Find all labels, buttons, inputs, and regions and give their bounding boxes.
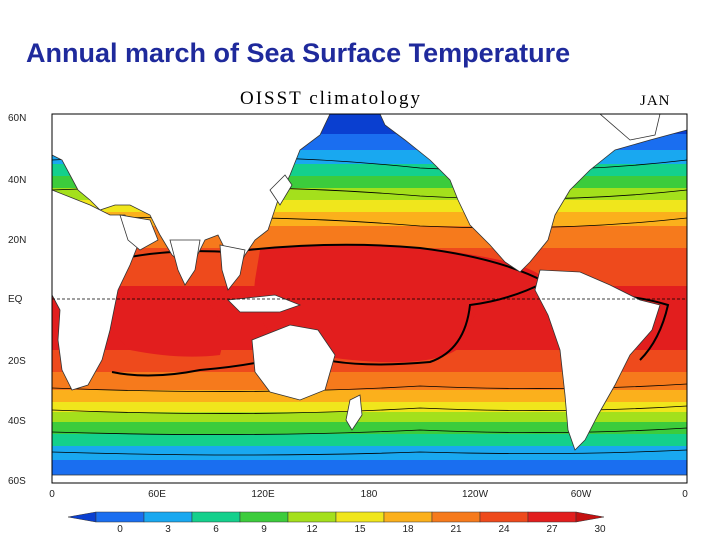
land-africa [52, 189, 141, 391]
lon-label-60w: 60W [570, 489, 592, 500]
land-masses [52, 114, 687, 483]
colorbar-tick: 15 [354, 524, 366, 535]
land-south-america [534, 269, 661, 451]
colorbar-tick: 6 [213, 524, 219, 535]
land-new-zealand [345, 394, 363, 431]
ocean-band [52, 446, 687, 460]
lon-label-120w: 120W [461, 489, 489, 500]
colorbar-tick: 27 [546, 524, 558, 535]
ocean-band [52, 390, 687, 402]
map-title: OISST climatology [240, 88, 422, 109]
land-greenland [599, 114, 661, 141]
colorbar-tick: 30 [594, 524, 606, 535]
ocean-band [52, 434, 687, 446]
map-plot-area [52, 114, 687, 483]
lat-label-40s: 40S [8, 416, 26, 427]
ocean-band [52, 372, 687, 390]
colorbar-segment [239, 511, 289, 523]
contour-line [52, 427, 687, 435]
ocean-band [52, 422, 687, 434]
land-australia [251, 324, 336, 401]
colorbar-tick: 9 [261, 524, 267, 535]
warm-pool-indian [109, 286, 223, 357]
lon-label-120e: 120E [251, 489, 275, 500]
ocean-band [52, 402, 687, 412]
land-japan [269, 174, 293, 206]
colorbar-segment [95, 511, 145, 523]
colorbar-segment [479, 511, 529, 523]
colorbar-tick: 18 [402, 524, 414, 535]
land-north-america [379, 114, 687, 273]
contour-28 [107, 243, 548, 377]
lat-label-40n: 40N [8, 175, 27, 186]
colorbar-arrow-left [67, 511, 97, 523]
month-label: JAN [640, 93, 671, 109]
colorbar-tick: 24 [498, 524, 510, 535]
ocean-band [52, 412, 687, 422]
land-antarctica [52, 474, 687, 483]
land-arabia [119, 214, 159, 251]
map-frame [51, 113, 688, 484]
contour-line [52, 449, 687, 456]
lat-label-20n: 20N [8, 235, 27, 246]
lon-label-0-east: 0 [682, 489, 688, 500]
lat-label-eq: EQ [8, 294, 23, 305]
colorbar-segment [383, 511, 433, 523]
colorbar-arrow-right [575, 511, 605, 523]
colorbar-tick: 12 [306, 524, 318, 535]
colorbar [67, 511, 605, 523]
colorbar-segment [431, 511, 481, 523]
colorbar-segment [143, 511, 193, 523]
lon-label-0: 0 [49, 489, 55, 500]
colorbar-segment [287, 511, 337, 523]
land-se-asia [219, 244, 246, 291]
colorbar-segment [527, 511, 577, 523]
colorbar-tick: 21 [450, 524, 462, 535]
lon-label-60e: 60E [148, 489, 166, 500]
lat-label-20s: 20S [8, 356, 26, 367]
lat-label-60s: 60S [8, 476, 26, 487]
lon-label-180: 180 [360, 489, 378, 500]
land-india [169, 239, 201, 286]
warm-pool-pacific [254, 244, 545, 363]
lat-label-60n: 60N [8, 113, 27, 124]
colorbar-tick: 0 [117, 524, 123, 535]
colorbar-segment [335, 511, 385, 523]
colorbar-tick: 3 [165, 524, 171, 535]
slide-title: Annual march of Sea Surface Temperature [26, 38, 571, 68]
colorbar-segment [191, 511, 241, 523]
